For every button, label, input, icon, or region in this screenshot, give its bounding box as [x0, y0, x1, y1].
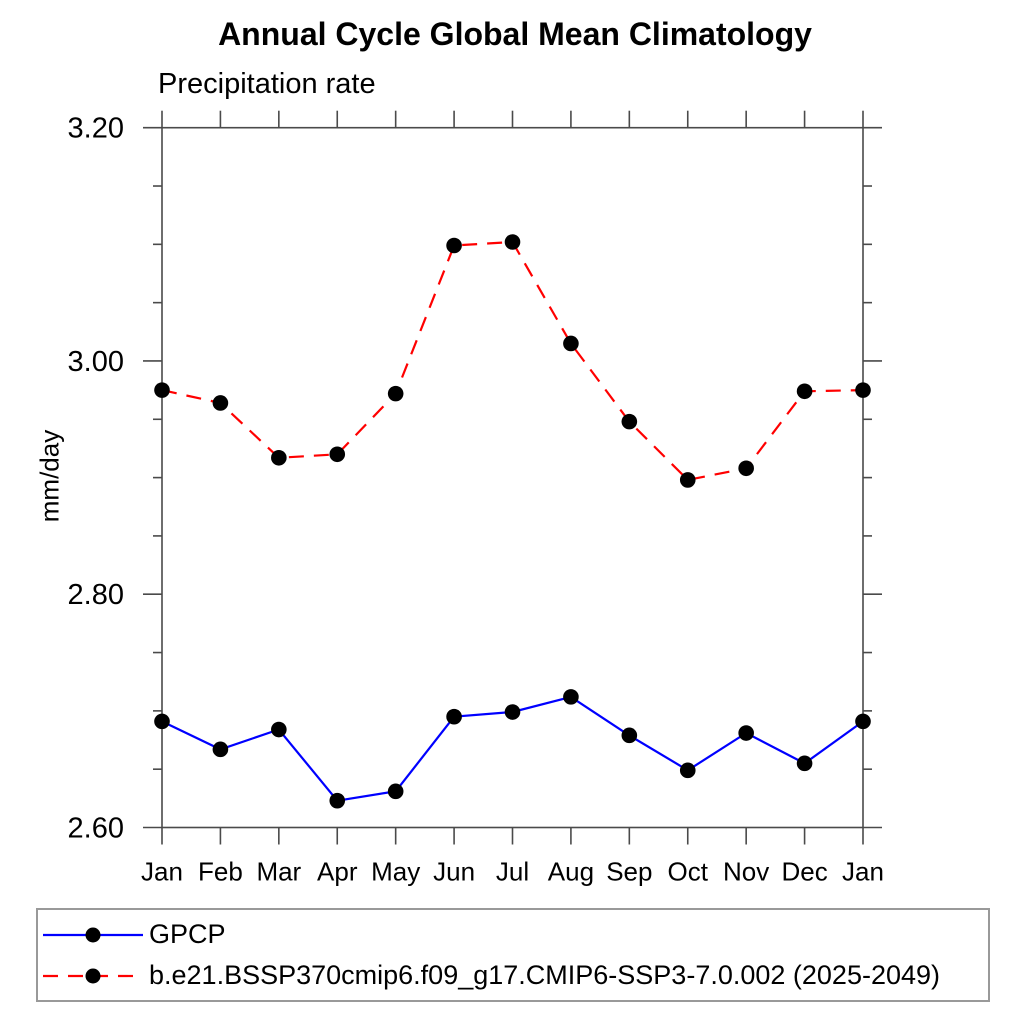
- month-label: Jan: [842, 857, 884, 887]
- series-0-marker: [679, 762, 696, 779]
- series-1-marker: [212, 395, 229, 411]
- series-1-marker: [855, 382, 871, 398]
- series-1-marker: [329, 446, 346, 463]
- legend: GPCP b.e21.BSSP370cmip6.f09_g17.CMIP6-SS…: [36, 908, 990, 1002]
- legend-marker-dot: [85, 927, 101, 942]
- month-label: Oct: [668, 857, 709, 887]
- legend-label-gpcp: GPCP: [149, 919, 226, 949]
- month-label: Jan: [141, 857, 183, 887]
- series-1-marker: [446, 237, 462, 254]
- y-tick-label: 3.00: [68, 346, 124, 378]
- legend-item-gpcp: GPCP: [41, 918, 988, 952]
- month-label: Jun: [433, 857, 475, 887]
- month-label: Mar: [256, 857, 301, 887]
- plot-area: 2.60 2.80 3.00 3.20 Jan Feb Mar Apr May Jun Jul Aug…: [68, 110, 884, 887]
- series-1-marker: [504, 234, 521, 250]
- series-1-marker: [563, 335, 579, 352]
- series-0-marker: [271, 721, 287, 738]
- month-label: Nov: [723, 857, 769, 887]
- legend-item-model: b.e21.BSSP370cmip6.f09_g17.CMIP6-SSP3-7.…: [41, 959, 988, 993]
- series-line-1: [161, 240, 864, 482]
- series-0-marker: [154, 713, 170, 730]
- y-tick-label: 3.20: [68, 113, 124, 145]
- series-0-marker: [212, 741, 229, 758]
- y-tick-label: 2.80: [68, 579, 124, 611]
- series-0-marker: [504, 704, 521, 720]
- series-0-marker: [329, 792, 346, 809]
- month-label: Sep: [606, 857, 652, 887]
- series-0-marker: [855, 713, 871, 730]
- series-1-marker: [621, 413, 638, 430]
- series-0-marker: [621, 727, 638, 744]
- series-0-marker: [563, 689, 579, 705]
- series-0-marker: [446, 708, 462, 725]
- chart-title: Annual Cycle Global Mean Climatology: [218, 16, 812, 52]
- legend-key-dashed-line: [43, 968, 143, 983]
- y-tick-label: 2.60: [68, 813, 124, 845]
- series-1-marker: [679, 472, 696, 488]
- series-1-marker: [154, 382, 170, 398]
- series-1-marker: [738, 460, 754, 477]
- series-0-marker: [387, 783, 404, 800]
- series-1-marker: [387, 385, 404, 402]
- series-0-marker: [796, 755, 813, 772]
- series-1-marker: [271, 449, 287, 466]
- month-label: May: [371, 857, 420, 887]
- month-label: Apr: [317, 857, 358, 887]
- legend-label-model: b.e21.BSSP370cmip6.f09_g17.CMIP6-SSP3-7.…: [149, 960, 941, 990]
- series-1-marker: [796, 383, 813, 400]
- series-0-marker: [738, 725, 754, 741]
- plot-frame: [161, 126, 864, 829]
- month-label: Dec: [781, 857, 827, 887]
- legend-key-solid-line: [43, 927, 143, 942]
- month-label: Jul: [496, 857, 529, 887]
- month-label: Feb: [198, 857, 243, 887]
- legend-marker-dot: [85, 968, 101, 983]
- chart-subtitle: Precipitation rate: [158, 68, 376, 100]
- month-label: Aug: [548, 857, 594, 887]
